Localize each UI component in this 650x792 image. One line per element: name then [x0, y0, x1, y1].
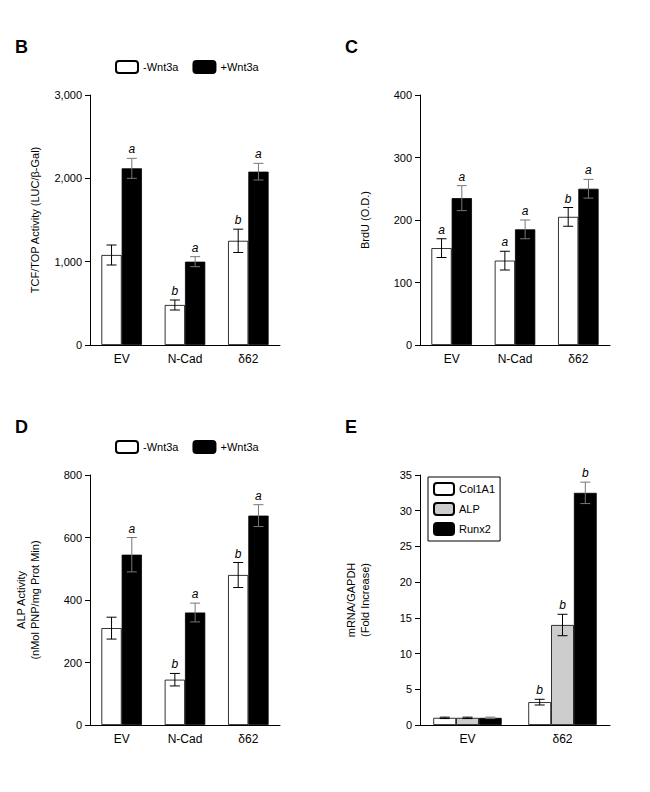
svg-text:+Wnt3a: +Wnt3a [220, 61, 259, 73]
svg-text:a: a [255, 147, 262, 161]
svg-text:Runx2: Runx2 [459, 523, 491, 535]
svg-text:TCF/TOP Activity (LUC/β-Gal): TCF/TOP Activity (LUC/β-Gal) [29, 147, 41, 294]
svg-text:EV: EV [444, 352, 460, 366]
svg-text:30: 30 [400, 505, 412, 517]
svg-text:10: 10 [400, 648, 412, 660]
svg-text:0: 0 [76, 339, 82, 351]
svg-text:a: a [255, 489, 262, 503]
svg-text:mRNA/GAPDH: mRNA/GAPDH [345, 563, 357, 638]
svg-text:δ62: δ62 [552, 732, 572, 746]
svg-text:N-Cad: N-Cad [168, 352, 203, 366]
svg-text:1,000: 1,000 [54, 256, 82, 268]
svg-text:δ62: δ62 [238, 732, 258, 746]
svg-text:3,000: 3,000 [54, 89, 82, 101]
svg-text:300: 300 [394, 152, 412, 164]
svg-text:EV: EV [114, 732, 130, 746]
svg-text:-Wnt3a: -Wnt3a [143, 441, 179, 453]
svg-text:a: a [128, 142, 135, 156]
svg-text:ALP: ALP [459, 503, 480, 515]
svg-text:100: 100 [394, 277, 412, 289]
svg-text:-Wnt3a: -Wnt3a [143, 61, 179, 73]
svg-text:EV: EV [459, 732, 475, 746]
svg-text:600: 600 [64, 532, 82, 544]
svg-text:b: b [565, 192, 572, 206]
svg-text:BrdU (O.D.): BrdU (O.D.) [359, 191, 371, 249]
svg-text:a: a [128, 522, 135, 536]
svg-text:b: b [235, 547, 242, 561]
svg-text:b: b [559, 598, 566, 612]
svg-text:a: a [502, 235, 509, 249]
svg-text:(nMol PNP/mg Prot Min): (nMol PNP/mg Prot Min) [29, 540, 41, 659]
svg-text:+Wnt3a: +Wnt3a [220, 441, 259, 453]
svg-text:25: 25 [400, 540, 412, 552]
svg-text:D: D [15, 417, 28, 437]
svg-text:a: a [585, 163, 592, 177]
svg-text:200: 200 [394, 214, 412, 226]
svg-text:2,000: 2,000 [54, 172, 82, 184]
svg-text:a: a [192, 587, 199, 601]
svg-text:b: b [235, 213, 242, 227]
svg-text:0: 0 [76, 719, 82, 731]
svg-text:EV: EV [114, 352, 130, 366]
svg-text:a: a [192, 241, 199, 255]
svg-text:200: 200 [64, 657, 82, 669]
svg-text:0: 0 [406, 719, 412, 731]
svg-text:a: a [458, 170, 465, 184]
svg-text:5: 5 [406, 683, 412, 695]
svg-text:N-Cad: N-Cad [168, 732, 203, 746]
svg-text:b: b [536, 683, 543, 697]
svg-text:ALP Activity: ALP Activity [15, 571, 27, 629]
svg-text:N-Cad: N-Cad [498, 352, 533, 366]
svg-text:b: b [172, 284, 179, 298]
svg-text:Col1A1: Col1A1 [459, 483, 495, 495]
svg-text:20: 20 [400, 576, 412, 588]
svg-text:15: 15 [400, 612, 412, 624]
svg-text:b: b [582, 466, 589, 480]
svg-text:δ62: δ62 [568, 352, 588, 366]
svg-text:800: 800 [64, 469, 82, 481]
svg-text:(Fold Increase): (Fold Increase) [359, 563, 371, 637]
svg-text:δ62: δ62 [238, 352, 258, 366]
svg-text:400: 400 [64, 594, 82, 606]
svg-text:35: 35 [400, 469, 412, 481]
svg-text:0: 0 [406, 339, 412, 351]
svg-text:a: a [522, 204, 529, 218]
svg-text:a: a [438, 223, 445, 237]
svg-text:E: E [345, 417, 357, 437]
svg-text:400: 400 [394, 89, 412, 101]
svg-text:C: C [345, 37, 358, 57]
svg-text:B: B [15, 37, 28, 57]
svg-text:b: b [172, 657, 179, 671]
